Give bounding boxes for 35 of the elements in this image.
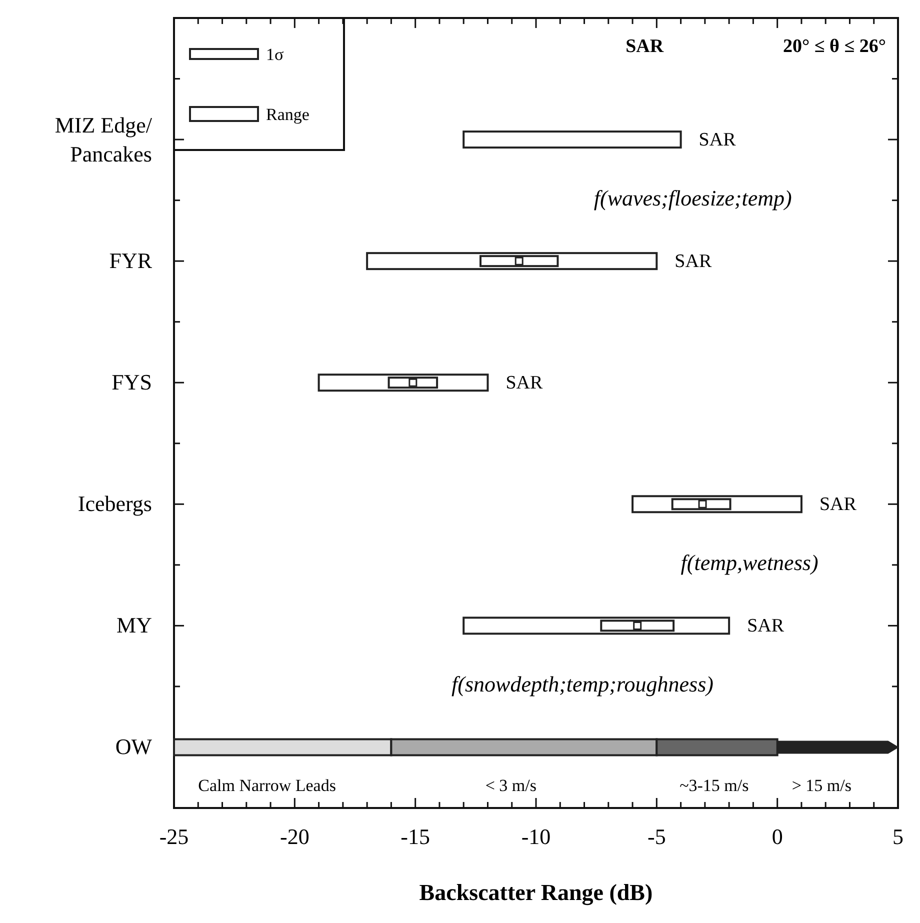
- x-tick-label: 5: [892, 824, 904, 849]
- y-tick-label: OW: [115, 734, 152, 760]
- legend-label: 1σ: [266, 45, 284, 64]
- bar: [462, 130, 682, 149]
- annotation: < 3 m/s: [485, 776, 536, 796]
- data-label: SAR: [506, 372, 544, 394]
- y-tick-label: Icebergs: [78, 491, 152, 516]
- data-label: SAR: [674, 251, 712, 272]
- x-axis-title: Backscatter Range (dB): [419, 880, 653, 906]
- bar: [388, 376, 438, 389]
- x-tick-label: -10: [521, 824, 551, 849]
- annotation: 20° ≤ θ ≤ 26°: [783, 36, 886, 57]
- bar: [671, 498, 732, 510]
- x-tick-label: -20: [280, 824, 310, 849]
- annotation: > 15 m/s: [792, 776, 852, 796]
- x-tick-label: -5: [648, 824, 666, 849]
- x-tick-label: -25: [159, 824, 189, 849]
- annotation: f(snowdepth;temp;roughness): [452, 672, 714, 697]
- x-tick-label: 0: [772, 824, 783, 849]
- data-label: SAR: [747, 616, 784, 637]
- y-tick-label: MIZ Edge/ Pancakes: [54, 112, 153, 167]
- y-tick-label: FYS: [112, 370, 152, 395]
- bar: [479, 255, 559, 268]
- y-tick-label: MY: [116, 612, 152, 638]
- bar: [600, 620, 675, 632]
- annotation: f(waves;floesize;temp): [594, 186, 792, 211]
- annotation: ~3-15 m/s: [680, 776, 749, 796]
- y-tick-label: FYR: [109, 248, 152, 274]
- data-label: SAR: [698, 130, 736, 151]
- data-label: SAR: [819, 494, 857, 516]
- text: SAR: [626, 36, 664, 57]
- legend-label: Range: [266, 105, 310, 124]
- annotation: Calm Narrow Leads: [198, 776, 336, 796]
- x-tick-label: -15: [400, 824, 430, 849]
- annotation: f(temp,wetness): [680, 550, 818, 576]
